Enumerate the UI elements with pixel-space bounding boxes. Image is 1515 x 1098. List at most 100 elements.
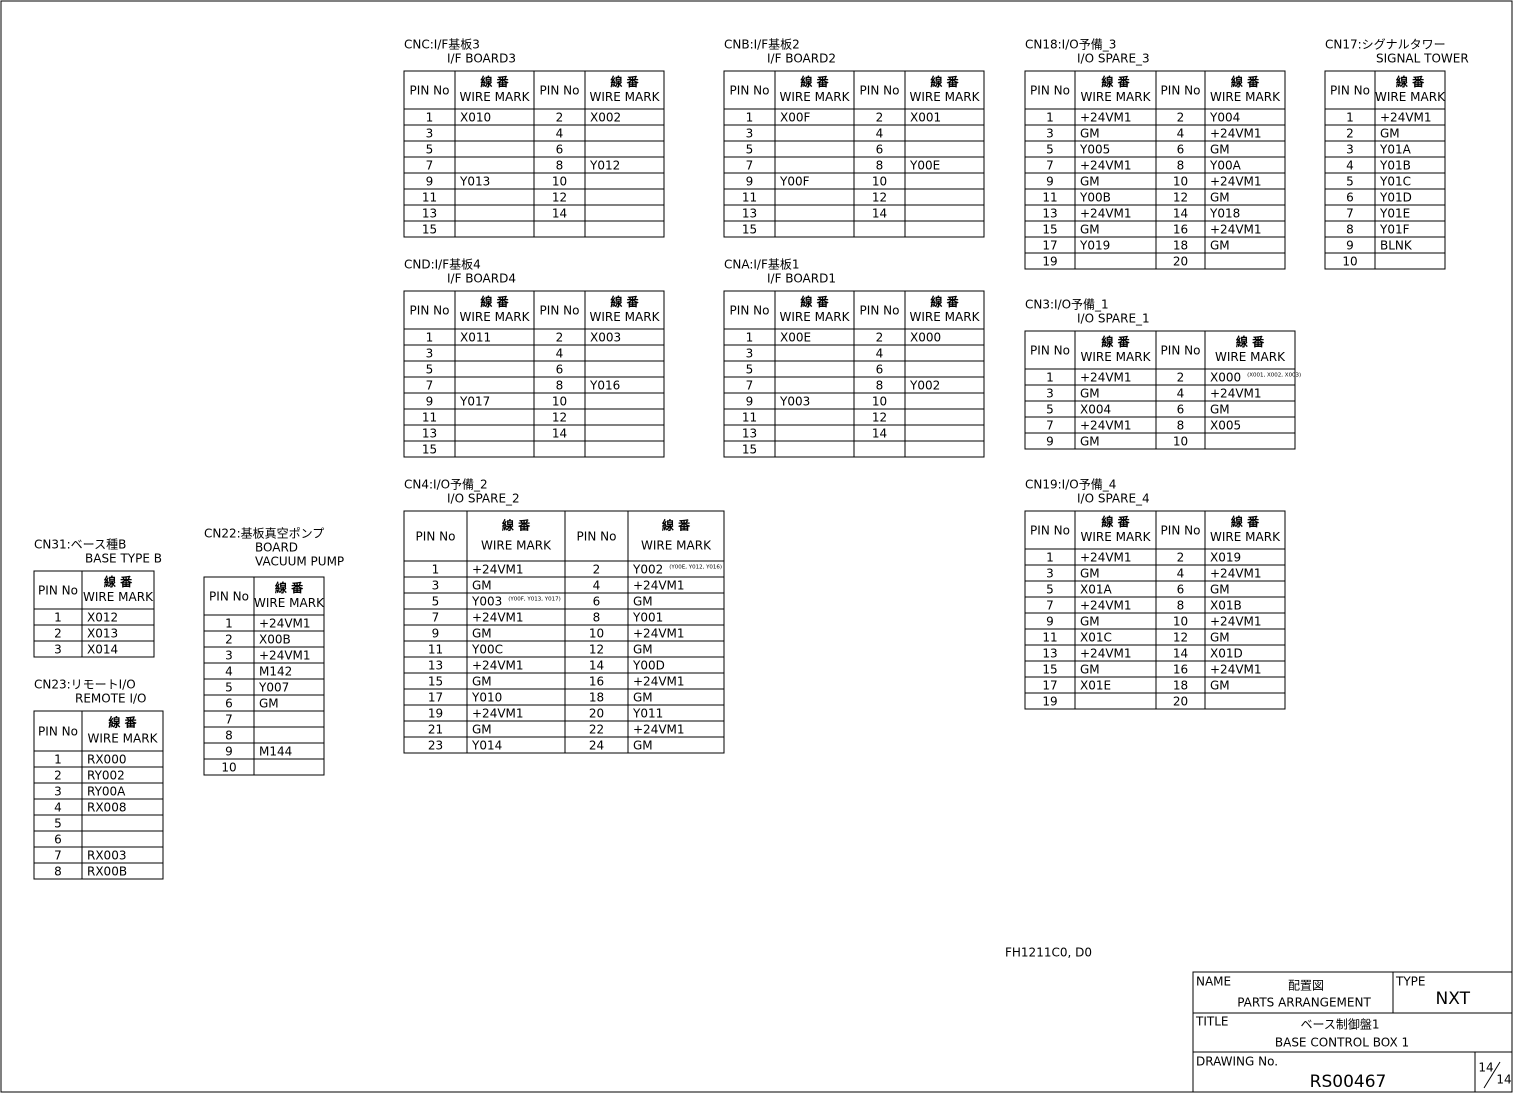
header-pin: PIN No <box>577 530 617 544</box>
title-label: TITLE <box>1195 1015 1228 1029</box>
pin-number: 5 <box>1046 583 1054 597</box>
pin-number: 12 <box>1173 631 1188 645</box>
pin-number: 2 <box>225 633 233 647</box>
table-subtitle: I/O SPARE_1 <box>1077 312 1150 326</box>
wire-mark: +24VM1 <box>472 707 524 721</box>
pin-number: 10 <box>1173 615 1188 629</box>
wire-mark: Y00C <box>471 643 503 657</box>
table-subtitle: I/F BOARD3 <box>447 52 516 66</box>
wire-mark: Y00E <box>909 159 940 173</box>
table-subtitle: I/O SPARE_3 <box>1077 52 1150 66</box>
pin-number: 3 <box>1346 143 1354 157</box>
table-title: CN31:ベース種B <box>34 538 126 552</box>
pin-number: 9 <box>746 175 754 189</box>
wire-mark: Y002 <box>632 563 663 577</box>
wire-mark: GM <box>1210 631 1230 645</box>
wire-mark: X01A <box>1080 583 1112 597</box>
pin-number: 4 <box>1177 387 1185 401</box>
table-subtitle: I/F BOARD1 <box>767 272 836 286</box>
header-pin: PIN No <box>1161 84 1201 98</box>
header-wire: WIRE MARK <box>83 590 154 604</box>
table-frame <box>203 576 325 776</box>
pin-number: 19 <box>428 707 443 721</box>
header-pin: PIN No <box>860 304 900 318</box>
pin-number: 12 <box>552 411 567 425</box>
pin-number: 5 <box>426 363 434 377</box>
table-frame <box>1024 330 1296 450</box>
pin-number: 3 <box>426 127 434 141</box>
wire-mark: GM <box>1080 663 1100 677</box>
wire-mark: GM <box>1080 223 1100 237</box>
wire-mark: Y01D <box>1379 191 1412 205</box>
table-title: CN18:I/O予備_3 <box>1025 37 1116 52</box>
pin-number: 3 <box>54 785 62 799</box>
drawing-no: RS00467 <box>1310 1072 1387 1092</box>
pin-number: 22 <box>589 723 604 737</box>
wire-mark: +24VM1 <box>1080 159 1132 173</box>
pin-number: 4 <box>1346 159 1354 173</box>
header-pin: PIN No <box>416 530 456 544</box>
pin-number: 9 <box>225 745 233 759</box>
table-frame <box>33 570 155 658</box>
wire-mark: Y00B <box>1079 191 1111 205</box>
header-pin: PIN No <box>1030 524 1070 538</box>
wire-mark: +24VM1 <box>472 659 524 673</box>
wire-mark: Y01F <box>1379 223 1410 237</box>
wire-mark: +24VM1 <box>259 617 311 631</box>
pin-number: 15 <box>1042 663 1057 677</box>
pin-number: 7 <box>746 159 754 173</box>
pin-number: 5 <box>225 681 233 695</box>
wire-mark: X012 <box>87 611 118 625</box>
pin-number: 5 <box>1046 403 1054 417</box>
pin-number: 12 <box>1173 191 1188 205</box>
wire-mark: GM <box>1210 403 1230 417</box>
wire-mark: Y003 <box>779 395 810 409</box>
wire-mark: X01D <box>1210 647 1243 661</box>
sheet-slash <box>1483 1061 1501 1089</box>
pin-number: 8 <box>876 379 884 393</box>
pin-number: 8 <box>556 159 564 173</box>
pin-number: 10 <box>552 175 567 189</box>
pin-number: 3 <box>432 579 440 593</box>
header-wire: WIRE MARK <box>641 539 712 553</box>
pin-number: 18 <box>1173 679 1188 693</box>
pin-number: 3 <box>1046 567 1054 581</box>
pin-number: 8 <box>593 611 601 625</box>
pin-number: 7 <box>54 849 62 863</box>
wire-mark: GM <box>1210 679 1230 693</box>
table-title: CNC:I/F基板3 <box>404 38 480 52</box>
drawing-code: FH1211C0, D0 <box>1005 946 1092 960</box>
wire-mark: GM <box>472 627 492 641</box>
pin-number: 2 <box>1177 551 1185 565</box>
wire-mark: Y011 <box>632 707 663 721</box>
header-wire: WIRE MARK <box>590 310 661 324</box>
pin-number: 15 <box>742 443 757 457</box>
pin-number: 11 <box>742 411 757 425</box>
pin-number: 7 <box>1346 207 1354 221</box>
pin-number: 16 <box>1173 663 1188 677</box>
pin-number: 6 <box>1346 191 1354 205</box>
wire-mark: Y016 <box>589 379 620 393</box>
pin-number: 6 <box>1177 583 1185 597</box>
pin-number: 7 <box>746 379 754 393</box>
wire-mark: +24VM1 <box>1080 111 1132 125</box>
header-pin: PIN No <box>1030 84 1070 98</box>
wire-mark: RY00A <box>87 785 126 799</box>
wire-mark: +24VM1 <box>1380 111 1432 125</box>
pin-number: 2 <box>876 331 884 345</box>
header-pin: PIN No <box>410 84 450 98</box>
header-kanji: 線 番 <box>502 518 531 533</box>
pin-number: 24 <box>589 739 604 753</box>
header-kanji: 線 番 <box>480 294 509 309</box>
table-title: CN22:基板真空ポンプ <box>204 527 324 541</box>
pin-number: 5 <box>1046 143 1054 157</box>
pin-number: 6 <box>556 143 564 157</box>
header-kanji: 線 番 <box>1231 514 1260 529</box>
wire-mark: +24VM1 <box>633 627 685 641</box>
wire-mark: GM <box>472 675 492 689</box>
pin-number: 8 <box>54 865 62 879</box>
